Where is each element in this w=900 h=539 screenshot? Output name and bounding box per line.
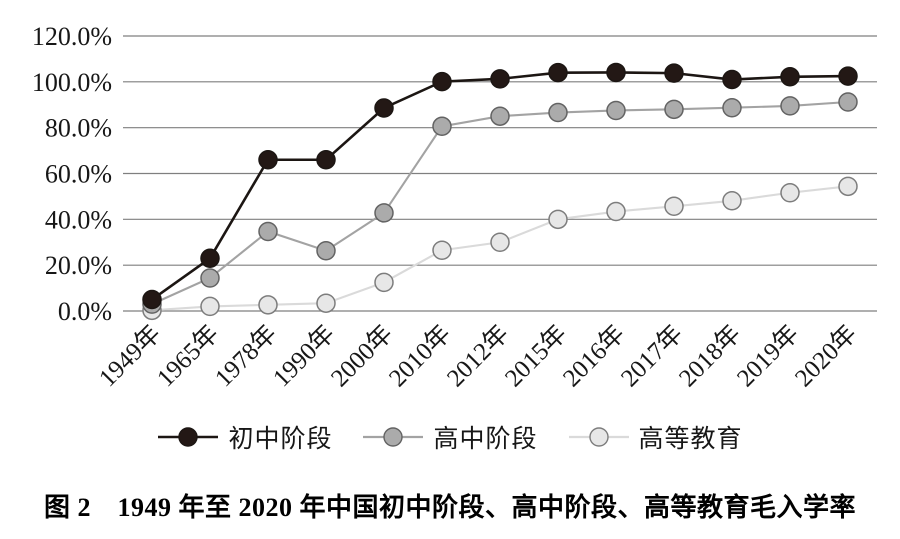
data-point: [316, 293, 336, 313]
data-point: [258, 295, 278, 315]
data-point: [606, 100, 626, 121]
data-point: [664, 196, 684, 217]
data-point: [780, 96, 800, 116]
data-point: [374, 98, 394, 118]
y-axis-tick-label: 120.0%: [32, 22, 112, 51]
x-axis-tick-label: 2016年: [557, 319, 630, 392]
data-point: [548, 102, 568, 123]
y-axis-tick-label: 80.0%: [45, 114, 112, 143]
legend-marker-higher-education-icon: [568, 427, 629, 447]
x-axis-tick-label: 2010年: [383, 319, 456, 392]
x-axis-tick-label: 2015年: [499, 319, 572, 392]
data-point: [200, 268, 220, 288]
data-point: [548, 62, 568, 83]
x-axis-tick-label: 2019年: [731, 319, 804, 392]
data-point: [606, 201, 626, 222]
figure-caption: 图 2 1949 年至 2020 年中国初中阶段、高中阶段、高等教育毛入学率: [43, 493, 856, 522]
data-point: [316, 150, 336, 170]
data-point: [780, 183, 800, 203]
data-point: [490, 69, 510, 89]
data-point: [664, 63, 684, 83]
data-point: [374, 203, 394, 223]
data-point: [490, 232, 510, 252]
chart-legend: 初中阶段 高中阶段 高等教育: [0, 416, 900, 458]
data-point: [200, 248, 220, 269]
x-axis-tick-label: 2000年: [325, 319, 398, 392]
y-axis-tick-label: 20.0%: [45, 251, 112, 280]
data-point: [432, 116, 452, 137]
data-point: [316, 240, 336, 261]
data-point: [838, 66, 858, 86]
data-point: [722, 69, 742, 90]
x-axis-tick-label: 2012年: [441, 319, 514, 392]
data-point: [722, 97, 742, 118]
legend-item-senior-secondary: 高中阶段: [362, 419, 537, 455]
data-point: [548, 209, 568, 230]
legend-item-junior-secondary: 初中阶段: [157, 419, 332, 455]
x-axis-tick-label: 2018年: [673, 319, 746, 392]
x-axis-tick-label: 2017年: [615, 319, 688, 392]
data-point: [838, 92, 858, 112]
data-point: [780, 67, 800, 87]
data-point: [722, 191, 742, 211]
data-point: [142, 289, 162, 310]
y-axis-tick-label: 60.0%: [45, 160, 112, 189]
data-point: [664, 99, 684, 120]
legend-label-higher-education: 高等教育: [638, 426, 743, 453]
data-point: [432, 71, 452, 92]
data-point: [258, 221, 278, 242]
line-chart: 0.0% 20.0% 40.0% 60.0% 80.0% 100.0% 120.0% 1949…: [32, 22, 877, 392]
y-axis-tick-label: 40.0%: [45, 205, 112, 234]
series-line: [151, 100, 849, 306]
data-point: [606, 62, 626, 83]
data-point: [258, 150, 278, 170]
x-axis-tick-label: 1978年: [209, 319, 282, 392]
y-axis-tick-label: 100.0%: [32, 68, 112, 97]
y-axis-tick-label: 0.0%: [58, 297, 112, 326]
x-axis-tick-label: 2020年: [789, 319, 862, 392]
data-point: [838, 176, 858, 197]
legend-label-junior-secondary: 初中阶段: [228, 426, 333, 453]
x-axis-tick-label: 1949年: [93, 319, 166, 392]
x-axis-tick-label: 1990年: [267, 319, 340, 392]
data-point: [200, 296, 220, 317]
legend-item-higher-education: 高等教育: [568, 419, 743, 455]
legend-marker-junior-secondary-icon: [158, 427, 219, 447]
data-point: [490, 106, 510, 126]
x-axis-tick-label: 1965年: [151, 319, 224, 392]
legend-label-senior-secondary: 高中阶段: [433, 426, 538, 453]
legend-marker-senior-secondary-icon: [363, 427, 424, 447]
data-point: [374, 272, 394, 293]
data-point: [432, 240, 452, 261]
